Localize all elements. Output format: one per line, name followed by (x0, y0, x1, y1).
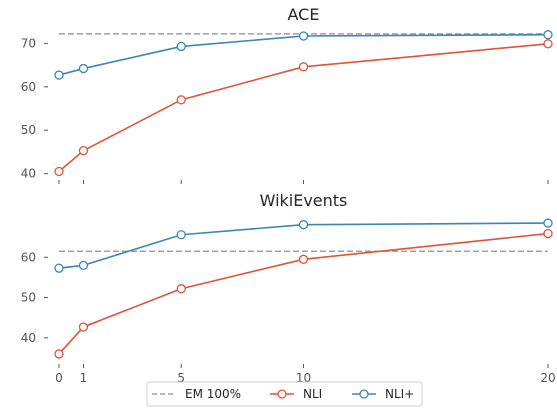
data-point-nliplus (78, 63, 89, 74)
legend-marker-nli (277, 389, 287, 399)
data-point-nli (54, 349, 64, 359)
legend-label-nli: NLI (303, 387, 322, 401)
data-point-nliplus (543, 218, 553, 228)
data-point-nli (543, 39, 553, 49)
data-point-nliplus (298, 31, 309, 41)
y-tick-label: 60 (21, 250, 36, 264)
data-point-nli (78, 322, 89, 332)
panel-0: ACE 40 50 60 70 (21, 5, 553, 184)
legend-label-em100: EM 100% (185, 387, 241, 401)
x-tick-label: 20 (540, 371, 555, 385)
data-point-nliplus (54, 70, 64, 80)
data-point-nli (78, 145, 89, 156)
y-tick-label: 50 (21, 291, 36, 305)
legend-item-nli: NLI (270, 387, 322, 401)
x-tick-label: 0 (55, 371, 63, 385)
data-point-nliplus (298, 220, 309, 230)
legend-marker-nliplus (359, 389, 369, 399)
data-point-nli (543, 228, 553, 239)
x-tick-label: 5 (177, 371, 185, 385)
y-tick-label: 50 (21, 123, 36, 137)
legend-item-em100: EM 100% (152, 387, 241, 401)
data-point-nliplus (54, 263, 64, 273)
legend: EM 100% NLI NLI+ (146, 381, 423, 407)
data-point-nli (54, 166, 64, 177)
data-point-nli (176, 284, 186, 294)
legend-label-nliplus: NLI+ (385, 387, 414, 401)
data-point-nli (298, 62, 309, 72)
panel-title: ACE (288, 5, 320, 24)
panel-title: WikiEvents (260, 191, 348, 210)
x-tick-label: 1 (80, 371, 88, 385)
data-point-nliplus (176, 41, 186, 52)
data-point-nliplus (176, 230, 186, 240)
data-point-nli (176, 95, 186, 105)
y-tick-label: 40 (21, 167, 36, 181)
data-point-nli (298, 254, 309, 264)
data-point-nliplus (543, 30, 553, 40)
data-point-nliplus (78, 260, 89, 271)
legend-item-nliplus: NLI+ (352, 387, 414, 401)
y-tick-label: 40 (21, 331, 36, 345)
y-tick-label: 60 (21, 80, 36, 94)
y-tick-label: 70 (21, 36, 36, 50)
